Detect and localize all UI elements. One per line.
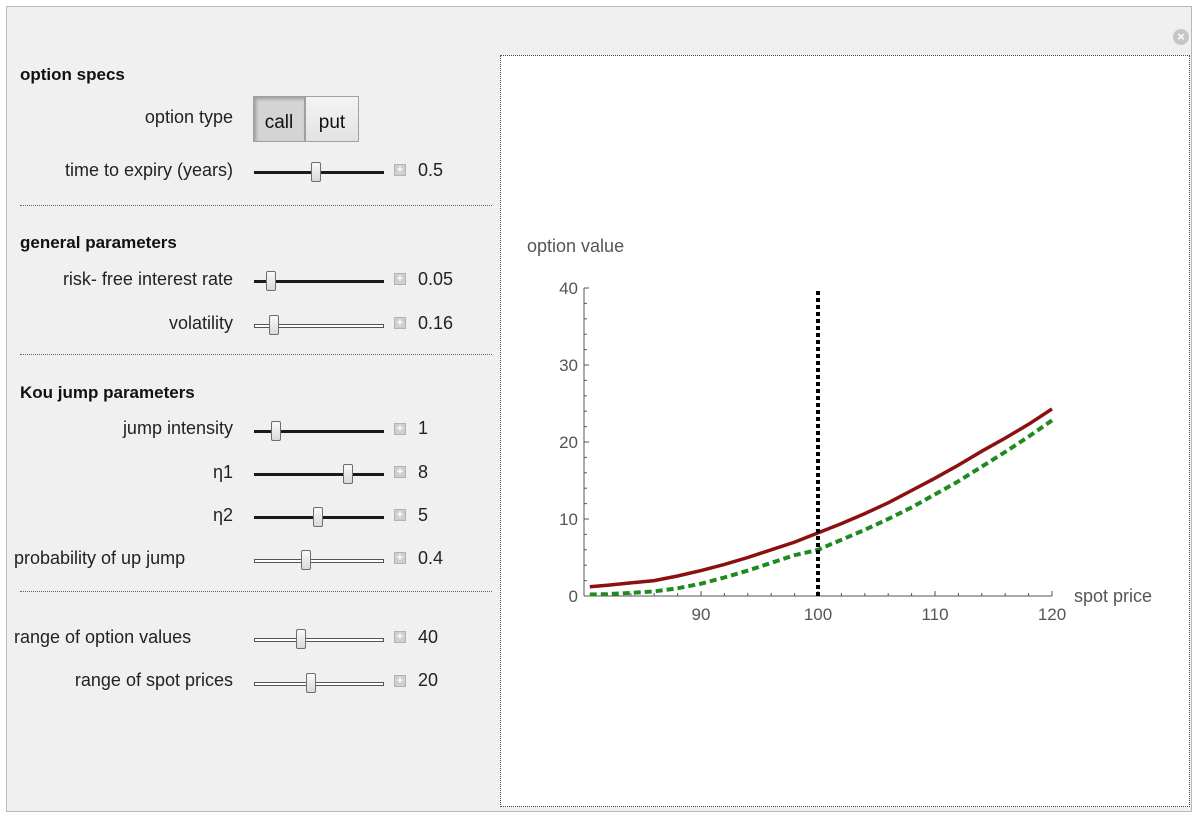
range-spot-prices-slider[interactable] [254, 673, 384, 695]
slider-thumb[interactable] [295, 629, 306, 649]
time-to-expiry-expand-icon[interactable]: + [394, 164, 406, 176]
range-spot-prices-label: range of spot prices [74, 670, 233, 690]
range-option-values-slider[interactable] [254, 629, 384, 651]
risk-free-rate-slider[interactable] [254, 271, 384, 293]
eta1-slider[interactable] [254, 464, 384, 486]
eta2-value: 5 [418, 505, 429, 525]
x-tick-label: 90 [692, 605, 711, 624]
section-title-option-specs: option specs [20, 65, 125, 84]
jump-intensity-value: 1 [418, 418, 429, 438]
range-spot-prices-value: 20 [418, 670, 439, 690]
eta2-expand-icon[interactable]: + [394, 509, 406, 521]
prob-up-jump-slider[interactable] [254, 550, 384, 572]
close-icon[interactable]: × [1173, 29, 1189, 45]
section-divider [20, 354, 492, 355]
range-spot-prices-expand-icon[interactable]: + [394, 675, 406, 687]
y-tick-label: 30 [559, 356, 578, 375]
eta1-label: η1 [212, 462, 233, 482]
risk-free-rate-expand-icon[interactable]: + [394, 273, 406, 285]
x-tick-label: 110 [921, 605, 948, 624]
y-axis-label: option value [527, 236, 624, 256]
x-tick-label: 120 [1038, 605, 1066, 624]
slider-thumb[interactable] [268, 315, 279, 335]
prob-up-jump-expand-icon[interactable]: + [394, 552, 406, 564]
range-option-values-value: 40 [418, 627, 439, 647]
option-type-label: option type [144, 107, 233, 127]
slider-thumb[interactable] [312, 507, 323, 527]
y-tick-label: 0 [569, 587, 578, 606]
option-type-put-button[interactable]: put [305, 96, 359, 142]
x-axis-label: spot price [1074, 586, 1152, 606]
volatility-slider[interactable] [254, 315, 384, 337]
slider-thumb[interactable] [271, 421, 282, 441]
y-tick-label: 10 [559, 510, 578, 529]
risk-free-rate-value: 0.05 [418, 269, 454, 289]
time-to-expiry-label: time to expiry (years) [64, 160, 233, 180]
time-to-expiry-value: 0.5 [418, 160, 444, 180]
section-divider [20, 205, 492, 206]
section-title-general-parameters: general parameters [20, 233, 177, 252]
slider-thumb[interactable] [306, 673, 317, 693]
volatility-label: volatility [168, 313, 233, 333]
eta1-value: 8 [418, 462, 429, 482]
prob-up-jump-value: 0.4 [418, 548, 444, 568]
plot-panel: 90 100 110 120 0 10 20 30 40 spot price option val… [500, 55, 1190, 807]
eta2-label: η2 [212, 505, 233, 525]
range-option-values-expand-icon[interactable]: + [394, 631, 406, 643]
slider-thumb[interactable] [342, 464, 353, 484]
option-value-chart: 90 100 110 120 0 10 20 30 40 spot price option val… [527, 236, 1152, 624]
slider-thumb[interactable] [265, 271, 276, 291]
prob-up-jump-label: probability of up jump [14, 548, 186, 568]
risk-free-rate-label: risk- free interest rate [62, 269, 233, 289]
y-tick-label: 20 [559, 433, 578, 452]
option-type-call-button[interactable]: call [253, 96, 305, 142]
section-title-kou-jump-parameters: Kou jump parameters [20, 383, 195, 402]
volatility-value: 0.16 [418, 313, 454, 333]
slider-thumb[interactable] [301, 550, 311, 570]
time-to-expiry-slider[interactable] [254, 162, 384, 184]
manipulate-panel: × option specs option type call put time… [6, 6, 1192, 812]
series-line-kou [589, 407, 1053, 589]
eta1-expand-icon[interactable]: + [394, 466, 406, 478]
section-divider [20, 591, 492, 592]
jump-intensity-expand-icon[interactable]: + [394, 423, 406, 435]
eta2-slider[interactable] [254, 507, 384, 529]
x-tick-label: 100 [804, 605, 832, 624]
jump-intensity-slider[interactable] [254, 421, 384, 443]
range-option-values-label: range of option values [14, 627, 192, 647]
slider-thumb[interactable] [311, 162, 322, 182]
series-line-bs [589, 418, 1054, 597]
y-tick-label: 40 [559, 279, 578, 298]
jump-intensity-label: jump intensity [122, 418, 233, 438]
volatility-expand-icon[interactable]: + [394, 317, 406, 329]
